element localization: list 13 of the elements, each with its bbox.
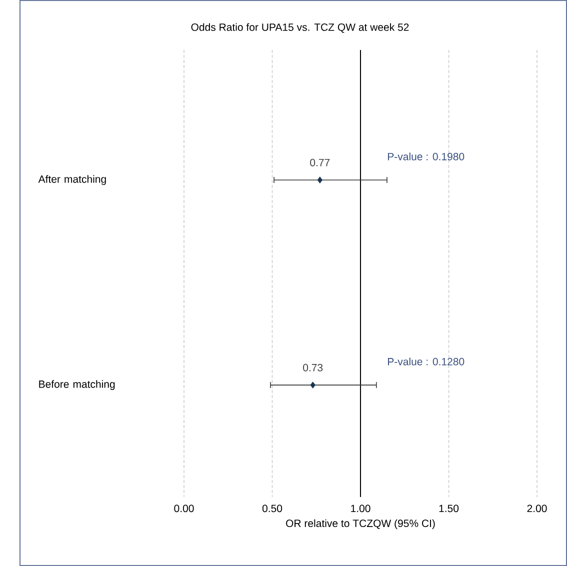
x-tick-label: 0.50 (262, 504, 282, 512)
chart-title: Odds Ratio for UPA15 vs. TCZ QW at week 52 (191, 23, 409, 33)
annotation: P-value : 0.1980 (388, 152, 464, 160)
x-tick-label: 2.00 (527, 504, 547, 512)
data-label: 0.73 (303, 364, 323, 372)
x-tick-label: 0.00 (174, 504, 194, 512)
data-label: 0.77 (310, 158, 330, 166)
x-axis-title: OR relative to TCZQW (95% CI) (286, 519, 435, 530)
x-tick-label: 1.50 (439, 504, 459, 512)
y-tick-label: After matching (38, 175, 106, 185)
annotation: P-value : 0.1280 (388, 358, 464, 366)
y-tick-label: Before matching (39, 380, 115, 390)
x-tick-label: 1.00 (351, 504, 370, 512)
